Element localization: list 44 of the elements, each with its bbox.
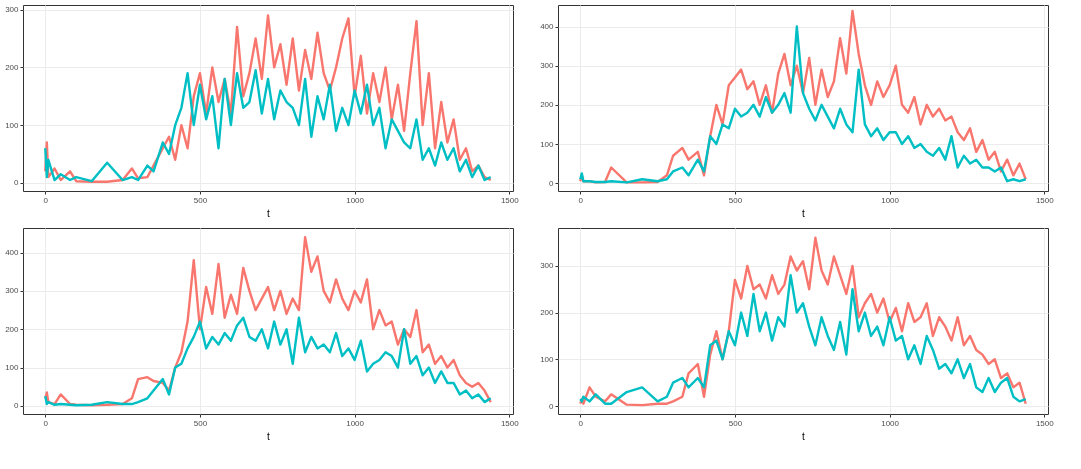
- x-tick-label: 0: [43, 418, 49, 428]
- x-tick-label: 500: [728, 195, 743, 205]
- y-tick-label: 300: [5, 286, 20, 296]
- y-tick-label: 300: [540, 61, 555, 71]
- x-tick-label: 0: [578, 418, 584, 428]
- x-tick-label: 1000: [881, 418, 900, 428]
- x-tick-label: 1500: [500, 195, 520, 205]
- x-tick-label: 1000: [346, 418, 365, 428]
- x-tick-label: 1000: [346, 195, 365, 205]
- line-series: [579, 236, 1027, 407]
- y-tick-label: 100: [5, 120, 20, 130]
- y-tick-label: 0: [14, 178, 20, 188]
- x-tick-label: 1000: [881, 195, 900, 205]
- y-tick-label: 200: [540, 100, 555, 110]
- x-axis-title: t: [267, 430, 271, 442]
- y-tick-label: 200: [5, 62, 20, 72]
- x-tick-label: 500: [193, 195, 208, 205]
- y-tick-label: 400: [5, 248, 20, 258]
- x-tick-label: 1500: [1035, 195, 1055, 205]
- x-axis-title: t: [267, 207, 271, 219]
- x-tick-label: 500: [193, 418, 208, 428]
- y-tick-label: 400: [540, 22, 555, 32]
- line-series: [579, 274, 1027, 405]
- y-tick-label: 0: [14, 401, 20, 411]
- x-tick-label: 0: [578, 195, 584, 205]
- x-tick-label: 1500: [500, 418, 520, 428]
- y-tick-label: 300: [5, 5, 20, 15]
- y-tick-label: 200: [540, 308, 555, 318]
- y-tick-label: 200: [5, 324, 20, 334]
- y-tick-label: 100: [540, 354, 555, 364]
- x-tick-label: 500: [728, 418, 743, 428]
- y-tick-label: 100: [540, 139, 555, 149]
- line-series: [44, 14, 492, 183]
- y-tick-label: 0: [549, 401, 555, 411]
- line-series: [44, 236, 492, 407]
- y-tick-label: 0: [549, 178, 555, 188]
- y-tick-label: 100: [5, 363, 20, 373]
- x-tick-label: 0: [43, 195, 49, 205]
- line-series: [44, 69, 492, 183]
- x-tick-label: 1500: [1035, 418, 1055, 428]
- x-axis-title: t: [802, 207, 806, 219]
- y-tick-label: 300: [540, 261, 555, 271]
- x-axis-title: t: [802, 430, 806, 442]
- line-series: [44, 316, 492, 407]
